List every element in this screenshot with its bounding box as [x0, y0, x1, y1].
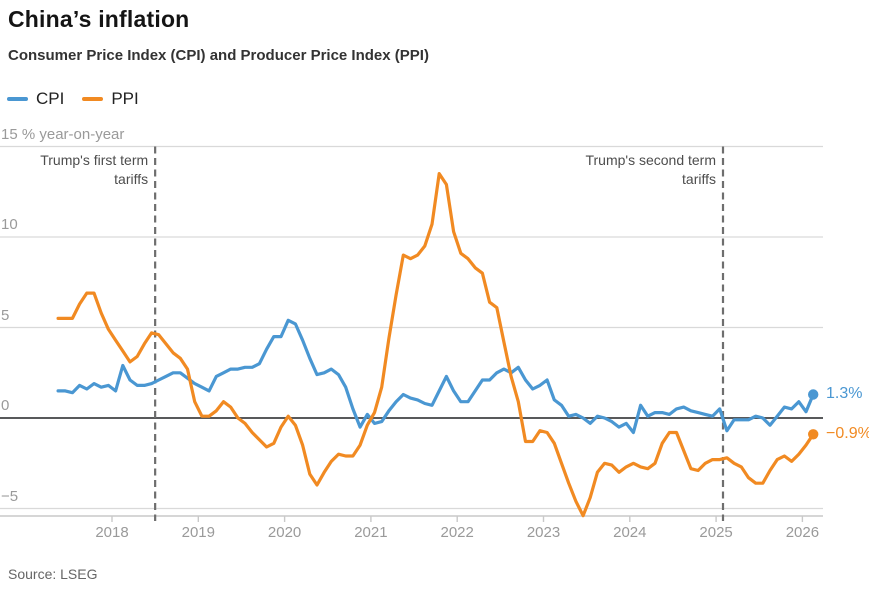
cpi-end-label: 1.3%: [826, 385, 863, 403]
y-tick-label-0: 0: [1, 397, 10, 414]
x-tick-label-2024: 2024: [613, 524, 647, 541]
x-tick-label-2022: 2022: [440, 524, 474, 541]
ppi-legend-swatch-icon: [82, 96, 104, 102]
x-tick-label-2026: 2026: [785, 524, 820, 541]
x-tick-label-2018: 2018: [95, 524, 129, 541]
chart-subtitle: Consumer Price Index (CPI) and Producer …: [8, 47, 429, 64]
legend-item-cpi: CPI: [7, 89, 64, 109]
x-tick-label-2025: 2025: [699, 524, 733, 541]
y-tick-label-5: 5: [1, 306, 10, 324]
x-tick-label-2023: 2023: [526, 524, 561, 541]
cpi-end-dot: [808, 389, 819, 400]
annotation-2: Trump's second term tariffs: [585, 152, 717, 187]
ppi-end-dot: [808, 429, 819, 440]
chart-legend: CPI PPI: [7, 89, 139, 109]
source-note: Source: LSEG: [8, 566, 98, 582]
cpi-legend-swatch-icon: [7, 96, 28, 102]
y-tick-label-−5: −5: [1, 487, 19, 505]
x-tick-label-2021: 2021: [354, 524, 388, 541]
cpi-line: [56, 318, 815, 435]
legend-label-ppi: PPI: [111, 89, 139, 108]
y-tick-label-10: 10: [1, 216, 18, 233]
ppi-end-label: −0.9%: [826, 425, 869, 443]
page-title: China’s inflation: [8, 6, 190, 32]
legend-item-ppi: PPI: [82, 89, 139, 109]
x-tick-label-2020: 2020: [267, 524, 302, 541]
x-tick-label-2019: 2019: [181, 524, 215, 541]
annotation-1: Trump's first term tariffs: [40, 152, 149, 187]
y-tick-label-15: 15 % year-on-year: [1, 125, 125, 143]
legend-label-cpi: CPI: [36, 89, 65, 108]
ppi-line: [56, 172, 815, 518]
